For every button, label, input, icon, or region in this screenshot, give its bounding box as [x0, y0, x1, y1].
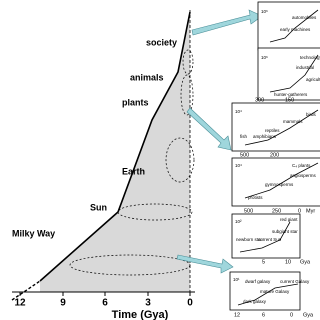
inset-label: dwarf galaxy [245, 279, 271, 284]
inset-label: subgiant star [272, 229, 298, 234]
x-tick-label: 12 [14, 298, 26, 309]
inset-curve [244, 162, 319, 199]
inset-tick: Myr [306, 208, 315, 214]
x-tick-label: 9 [60, 298, 66, 309]
inset-tick: 12 [234, 312, 240, 318]
inset-curve [244, 109, 319, 146]
inset-curve [237, 283, 299, 306]
x-tick-label: 0 [187, 298, 193, 309]
ellipse-milky-way [69, 254, 191, 276]
complexity-curve [39, 11, 191, 282]
inset-tick: 150 [285, 97, 294, 103]
inset-label: dark galaxy [243, 299, 267, 304]
inset-label: reptiles [265, 128, 280, 133]
inset-tick: 300 [255, 97, 264, 103]
inset-tick: 10⁶ [261, 9, 268, 14]
arrows [176, 9, 263, 274]
inset-label: angiosperms [290, 173, 317, 178]
shaded-region [40, 12, 190, 292]
inset-label: fish [240, 134, 248, 139]
arrow [191, 9, 263, 36]
inset-tick: 10⁴ [235, 163, 242, 168]
inset-2: 10⁶ technology industrial agriculture hu… [257, 47, 320, 101]
inset-label: amphibians [253, 134, 277, 139]
inset-label: early machines [280, 27, 311, 32]
inset-curve [269, 9, 319, 43]
inset-label: technology [300, 55, 320, 60]
inset-tick: 500 [240, 152, 249, 158]
ellipse-animals [182, 49, 194, 75]
inset-curve [239, 221, 291, 253]
inset-curve [269, 54, 319, 93]
inset-tick: 5 [262, 259, 265, 265]
early-curve [11, 280, 41, 301]
inset-label: newborn star [236, 237, 263, 242]
inset-tick: 0 [290, 312, 293, 318]
inset-tick: Gya [303, 312, 314, 318]
inset-box [257, 1, 320, 51]
x-tick-label: 6 [102, 298, 108, 309]
inset-box [231, 157, 320, 207]
inset-label: industrial [296, 65, 314, 70]
inset-1: 10⁶ automobiles early machines [257, 1, 320, 51]
stage-label: society [146, 37, 177, 47]
ellipse-sun [117, 203, 193, 221]
stage-label: plants [122, 97, 149, 107]
inset-label: automobiles [292, 15, 317, 20]
x-axis-label: Time (Gya) [112, 309, 169, 320]
inset-tick: 10⁴ [235, 109, 242, 114]
inset-tick: 200 [270, 152, 279, 158]
inset-tick: 10² [235, 219, 242, 224]
inset-label: birds [306, 112, 317, 117]
stage-label: Earth [122, 166, 145, 176]
x-ticks: 12 9 6 3 0 [14, 292, 193, 309]
stage-label: Sun [90, 202, 107, 212]
ellipse-plants [180, 74, 194, 116]
inset-label: protists [248, 195, 263, 200]
inset-tick: 10⁶ [261, 55, 268, 60]
inset-tick: 500 [244, 208, 253, 214]
inset-label: agriculture [306, 77, 320, 82]
x-tick-label: 3 [145, 298, 151, 309]
inset-tick: 6 [262, 312, 265, 318]
inset-label: hunter-gatherers [274, 92, 308, 97]
ellipse-earth [165, 137, 195, 183]
inset-3: 300 150 10⁴ birds mammals reptiles fish … [231, 97, 320, 152]
inset-label: mature Galaxy [260, 289, 290, 294]
stage-label: animals [130, 72, 164, 82]
inset-label: current Galaxy [280, 279, 310, 284]
inset-6: 10¹ dwarf galaxy mature Galaxy current G… [229, 271, 314, 318]
inset-tick: 250 [272, 208, 281, 214]
inset-box [231, 213, 301, 259]
inset-4: 500 200 10⁴ C₄ plants angiosperms gymnos… [231, 152, 320, 214]
inset-box [257, 47, 320, 101]
inset-tick: 0 [298, 208, 301, 214]
inset-tick: 10¹ [233, 277, 240, 282]
inset-label: current Sun [258, 237, 282, 242]
stage-label: Milky Way [12, 228, 55, 238]
inset-label: mammals [283, 119, 303, 124]
arrow [186, 107, 232, 151]
inset-label: C₄ plants [292, 163, 311, 168]
inset-tick: Gya [300, 259, 311, 265]
inset-label: red giant [280, 217, 298, 222]
inset-label: gymnosperms [265, 182, 294, 187]
inset-tick: 10 [285, 259, 291, 265]
inset-box [231, 102, 320, 152]
arrow [176, 254, 234, 274]
inset-5: 10² red giant newborn star current Sun s… [231, 213, 311, 265]
